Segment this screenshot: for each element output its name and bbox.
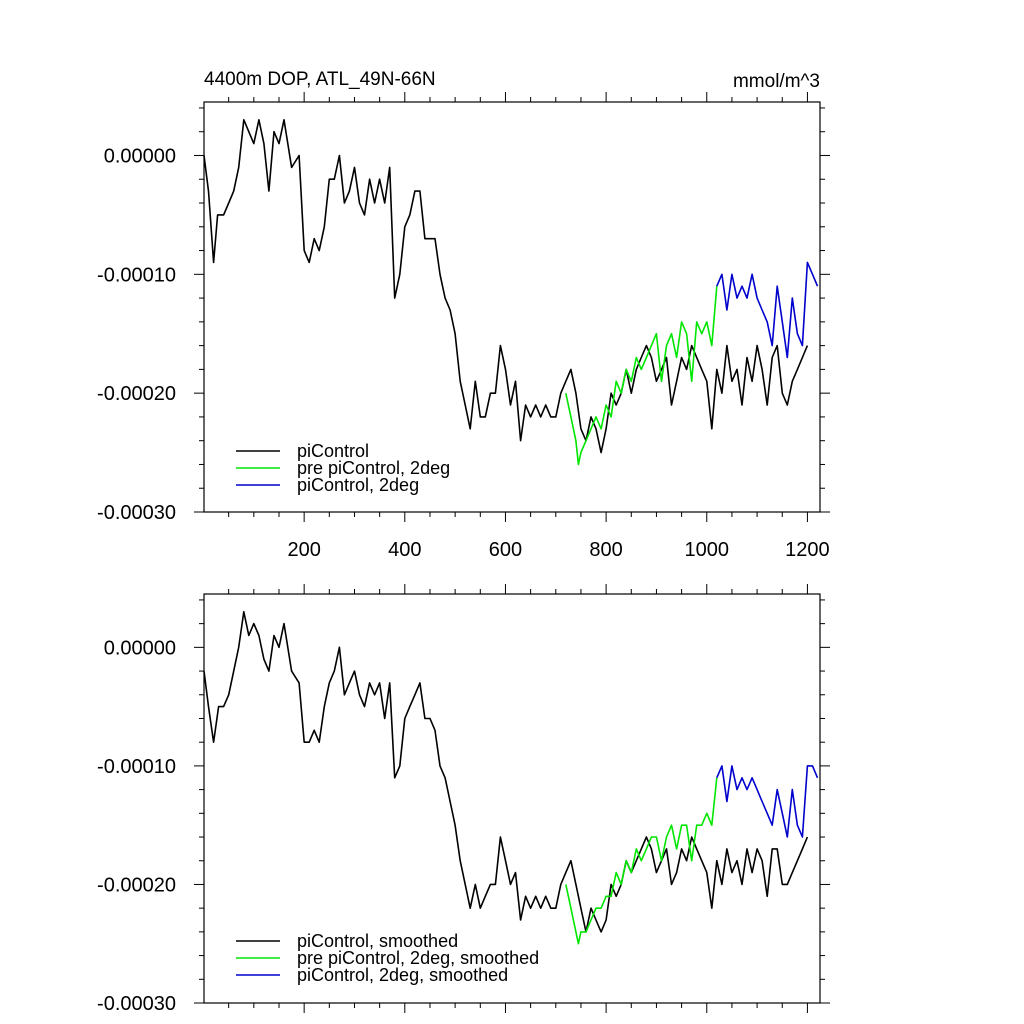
x-tick-label: 200 (287, 539, 320, 561)
series-line-piControl (203, 610, 809, 933)
x-tick-label: 400 (388, 539, 421, 561)
units-label: mmol/m^3 (733, 71, 820, 92)
y-tick-label: -0.00010 (97, 756, 176, 778)
series-line-piControl_2deg (716, 765, 819, 838)
y-tick-label: -0.00030 (97, 993, 176, 1015)
plot-frame (203, 101, 821, 513)
x-tick-label: 1000 (685, 539, 730, 561)
legend-label: piControl, 2deg, smoothed (297, 965, 508, 985)
legend-label: piControl (297, 441, 369, 461)
series-line-piControl (203, 119, 809, 454)
legend-label: piControl, 2deg (297, 475, 419, 495)
y-tick-label: 0.00000 (104, 145, 176, 167)
series-line-piControl_2deg (716, 261, 819, 359)
y-tick-label: 0.00000 (104, 637, 176, 659)
panel-top: 200 400 600 800 1000 1200 0.00000 -0.00010 -0.00… (97, 92, 830, 561)
legend-label: pre piControl, 2deg (297, 458, 450, 478)
y-tick-label: -0.00020 (97, 874, 176, 896)
x-tick-label: 1200 (785, 539, 830, 561)
series-line-pre_piControl_2deg (565, 286, 718, 466)
y-tick-label: -0.00020 (97, 383, 176, 405)
legend-label: piControl, smoothed (297, 931, 458, 951)
y-tick-label: -0.00030 (97, 502, 176, 524)
figure-title: 4400m DOP, ATL_49N-66N (204, 69, 436, 90)
panel-bottom: 0.00000 -0.00010 -0.00020 -0.00030 piControl… (97, 584, 830, 1015)
plot-frame (203, 593, 821, 1004)
x-tick-label: 800 (589, 539, 622, 561)
x-tick-label: 600 (489, 539, 522, 561)
legend-label: pre piControl, 2deg, smoothed (297, 948, 539, 968)
series-line-pre_piControl_2deg (565, 777, 718, 945)
y-tick-label: -0.00010 (97, 264, 176, 286)
